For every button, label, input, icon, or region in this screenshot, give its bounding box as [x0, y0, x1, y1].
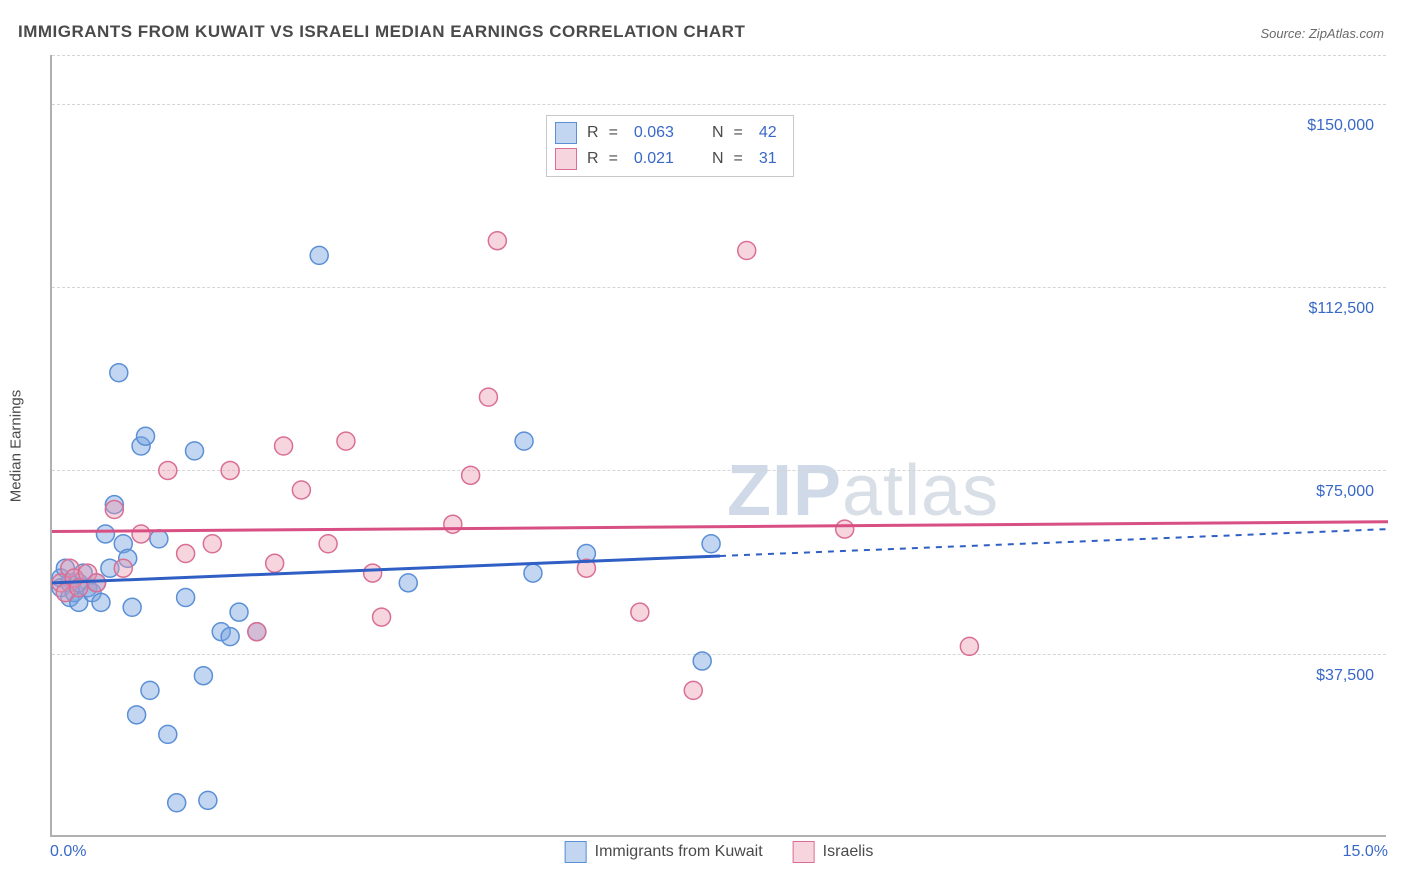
- scatter-point: [524, 564, 542, 582]
- scatter-point: [159, 725, 177, 743]
- n-value-1: 31: [759, 150, 777, 168]
- scatter-point: [702, 535, 720, 553]
- scatter-point: [364, 564, 382, 582]
- x-tick-max: 15.0%: [1343, 843, 1388, 861]
- legend-label-0: Immigrants from Kuwait: [595, 843, 763, 861]
- chart-title: IMMIGRANTS FROM KUWAIT VS ISRAELI MEDIAN…: [18, 22, 745, 42]
- scatter-point: [194, 667, 212, 685]
- scatter-point: [444, 515, 462, 533]
- scatter-point: [177, 589, 195, 607]
- scatter-point: [177, 545, 195, 563]
- scatter-point: [203, 535, 221, 553]
- correlation-chart: IMMIGRANTS FROM KUWAIT VS ISRAELI MEDIAN…: [0, 0, 1406, 892]
- scatter-point: [123, 598, 141, 616]
- scatter-point: [515, 432, 533, 450]
- r-label: R: [587, 124, 599, 142]
- scatter-point: [488, 232, 506, 250]
- corr-row-series-0: R = 0.063 N = 42: [555, 120, 783, 146]
- equals-sign: =: [609, 150, 618, 168]
- scatter-point: [221, 461, 239, 479]
- scatter-point: [462, 466, 480, 484]
- r-label: R: [587, 150, 599, 168]
- scatter-point: [128, 706, 146, 724]
- swatch-series-1: [555, 148, 577, 170]
- scatter-point: [110, 364, 128, 382]
- scatter-point: [684, 681, 702, 699]
- n-value-0: 42: [759, 124, 777, 142]
- source-attribution: Source: ZipAtlas.com: [1260, 26, 1384, 41]
- scatter-point: [230, 603, 248, 621]
- corr-row-series-1: R = 0.021 N = 31: [555, 146, 783, 172]
- scatter-point: [221, 628, 239, 646]
- scatter-point: [88, 574, 106, 592]
- scatter-point: [337, 432, 355, 450]
- scatter-point: [141, 681, 159, 699]
- legend-swatch-0: [565, 841, 587, 863]
- scatter-point: [248, 623, 266, 641]
- scatter-point: [159, 461, 177, 479]
- scatter-point: [960, 637, 978, 655]
- legend-item-0: Immigrants from Kuwait: [565, 841, 763, 863]
- scatter-point: [96, 525, 114, 543]
- scatter-point: [836, 520, 854, 538]
- scatter-point: [373, 608, 391, 626]
- scatter-point: [310, 246, 328, 264]
- scatter-point: [132, 525, 150, 543]
- scatter-point: [479, 388, 497, 406]
- scatter-point: [199, 791, 217, 809]
- scatter-point: [105, 501, 123, 519]
- scatter-point: [631, 603, 649, 621]
- legend-swatch-1: [793, 841, 815, 863]
- scatter-point: [150, 530, 168, 548]
- trend-line-dashed: [720, 529, 1388, 556]
- series-legend: Immigrants from Kuwait Israelis: [565, 841, 874, 863]
- scatter-point: [266, 554, 284, 572]
- equals-sign: =: [734, 124, 743, 142]
- scatter-point: [168, 794, 186, 812]
- scatter-point: [137, 427, 155, 445]
- scatter-point: [186, 442, 204, 460]
- scatter-point: [114, 559, 132, 577]
- equals-sign: =: [609, 124, 618, 142]
- scatter-point: [693, 652, 711, 670]
- r-value-1: 0.021: [634, 150, 674, 168]
- scatter-point: [292, 481, 310, 499]
- x-tick-min: 0.0%: [50, 843, 86, 861]
- r-value-0: 0.063: [634, 124, 674, 142]
- trend-line: [52, 556, 720, 583]
- y-axis-label: Median Earnings: [8, 390, 25, 503]
- scatter-point: [275, 437, 293, 455]
- swatch-series-0: [555, 122, 577, 144]
- scatter-point: [92, 593, 110, 611]
- n-label: N: [712, 124, 724, 142]
- plot-area: ZIPatlas $37,500$75,000$112,500$150,000 …: [50, 55, 1386, 837]
- scatter-point: [399, 574, 417, 592]
- scatter-point: [738, 242, 756, 260]
- legend-item-1: Israelis: [793, 841, 874, 863]
- legend-label-1: Israelis: [823, 843, 874, 861]
- equals-sign: =: [734, 150, 743, 168]
- correlation-legend: R = 0.063 N = 42 R = 0.021 N = 31: [546, 115, 794, 177]
- scatter-point: [319, 535, 337, 553]
- trend-line: [52, 522, 1388, 532]
- n-label: N: [712, 150, 724, 168]
